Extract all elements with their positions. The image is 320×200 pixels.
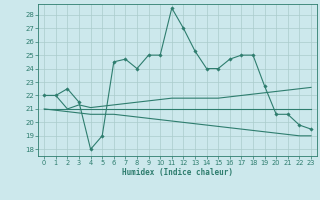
X-axis label: Humidex (Indice chaleur): Humidex (Indice chaleur): [122, 168, 233, 177]
